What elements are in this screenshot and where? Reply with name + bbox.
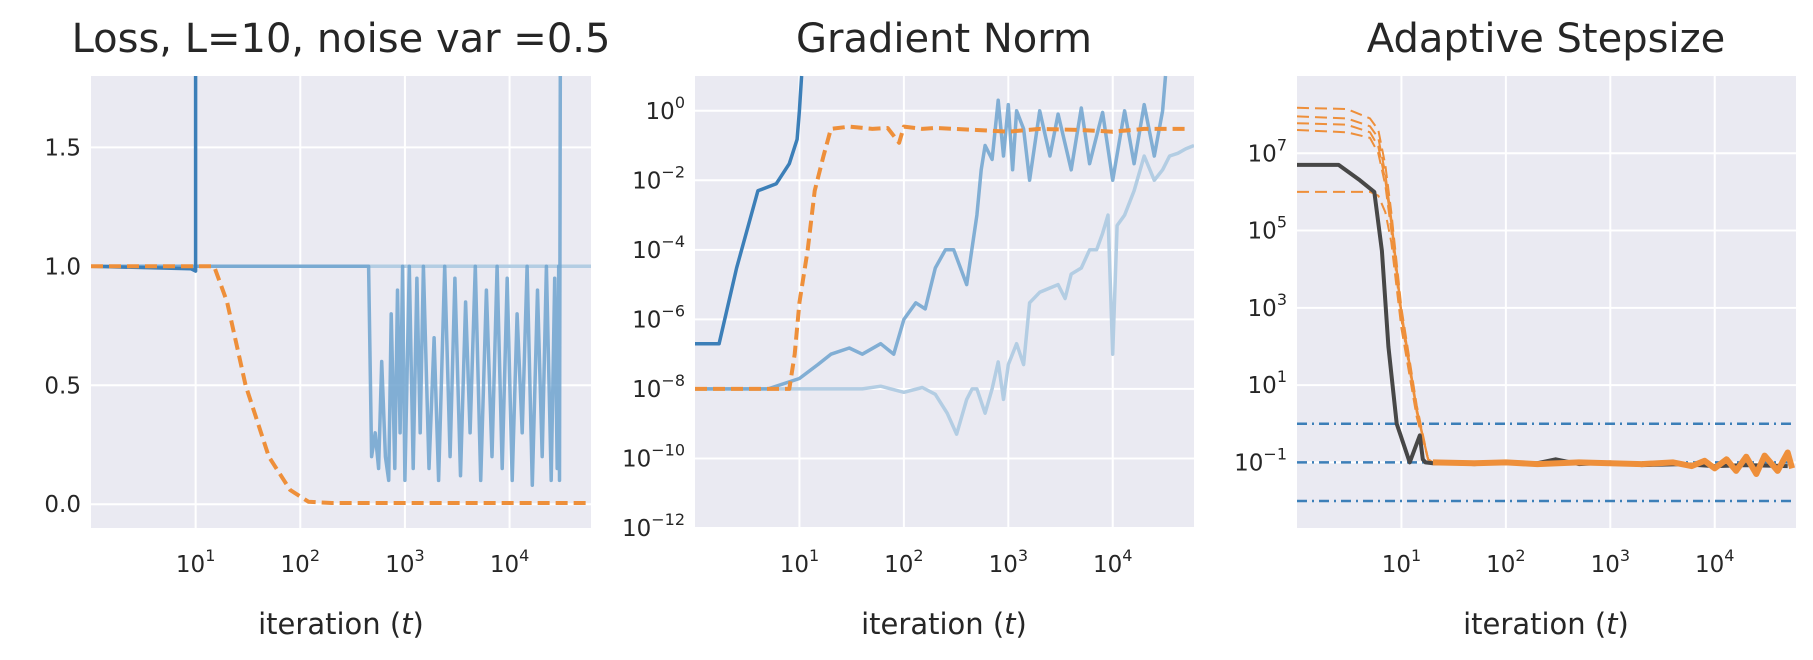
loss-xtick-label: 104: [490, 546, 529, 578]
adaptive-stepsize-ytick-label: 101: [1248, 367, 1287, 399]
adaptive-stepsize-ticks: 101 102 103 104 107 105 103 101 10−1: [1234, 135, 1734, 578]
loss-xtick-label: 101: [176, 546, 215, 578]
gradient-norm-ytick-label: 10−10: [622, 440, 685, 472]
adaptive-stepsize-xtick-label: 101: [1382, 546, 1421, 578]
gradient-norm-ytick-label: 10−6: [632, 301, 685, 333]
gradient-norm-ytick-label: 10−4: [632, 232, 685, 264]
loss-ytick-label: 0.0: [44, 492, 81, 518]
adaptive-stepsize-ytick-label: 107: [1248, 135, 1287, 167]
loss-series-line-2: [91, 76, 198, 273]
adaptive-stepsize-xtick-label: 104: [1695, 546, 1734, 578]
loss-xtick-label: 103: [385, 546, 424, 578]
gradient-norm-xlabel: iteration (t): [861, 607, 1027, 641]
gradient-norm-ticks: 101 102 103 104 100 10−2 10−4 10−6 10−8 10−10 10−1…: [622, 93, 1133, 578]
adaptive-stepsize-xtick-label: 103: [1591, 546, 1630, 578]
loss-title: Loss, L=10, noise var =0.5: [72, 16, 611, 62]
adaptive-stepsize-series-line-6: [1297, 129, 1434, 464]
gradient-norm-xtick-label: 104: [1093, 546, 1132, 578]
gradient-norm-series-line-1: [695, 75, 1168, 391]
adaptive-stepsize-series-line-9: [1432, 449, 1795, 477]
gradient-norm-title: Gradient Norm: [796, 16, 1092, 62]
gradient-norm-ytick-label: 10−2: [632, 162, 685, 194]
gradient-norm-ytick-label: 10−8: [632, 371, 685, 403]
loss-ticks: 101 102 103 104 0.0 0.5 1.0 1.5: [44, 135, 529, 578]
loss-xlabel: iteration (t): [258, 607, 424, 641]
gradient-norm-xtick-label: 102: [884, 546, 923, 578]
loss-ytick-label: 0.5: [44, 373, 81, 399]
loss-series-line-3: [91, 264, 591, 505]
gradient-norm-series-line-2: [695, 75, 804, 346]
adaptive-stepsize-ytick-label: 105: [1248, 213, 1287, 245]
gradient-norm-panel: Gradient Norm 101 102 103 104 100 10−2 10−4 10−…: [622, 16, 1194, 641]
loss-panel: Loss, L=10, noise var =0.5 101 102 103 104 0…: [44, 16, 610, 641]
adaptive-stepsize-series: [1297, 106, 1796, 503]
adaptive-stepsize-xlabel: iteration (t): [1463, 607, 1629, 641]
gradient-norm-xtick-label: 103: [989, 546, 1028, 578]
gradient-norm-ytick-label: 10−12: [622, 510, 685, 542]
loss-axes: [91, 76, 591, 528]
adaptive-stepsize-ytick-label: 103: [1248, 290, 1287, 322]
loss-ytick-label: 1.0: [44, 254, 81, 280]
loss-series: [91, 75, 591, 505]
adaptive-stepsize-ytick-label: 10−1: [1234, 444, 1287, 476]
gradient-norm-ytick-label: 100: [646, 93, 685, 125]
adaptive-stepsize-panel: Adaptive Stepsize 101 102 103 1041071051031…: [1234, 16, 1796, 641]
adaptive-stepsize-xtick-label: 102: [1486, 546, 1525, 578]
loss-series-line-1: [91, 75, 563, 487]
adaptive-stepsize-series-line-3: [1297, 106, 1434, 464]
gradient-norm-xtick-label: 101: [780, 546, 819, 578]
loss-ytick-label: 1.5: [44, 135, 81, 161]
loss-xtick-label: 102: [281, 546, 320, 578]
gradient-norm-series-line-3: [695, 124, 1186, 391]
gradient-norm-series-line-0: [695, 143, 1194, 436]
gradient-norm-series: [695, 75, 1194, 436]
adaptive-stepsize-title: Adaptive Stepsize: [1367, 16, 1725, 62]
adaptive-stepsize-series-line-7: [1297, 190, 1434, 464]
